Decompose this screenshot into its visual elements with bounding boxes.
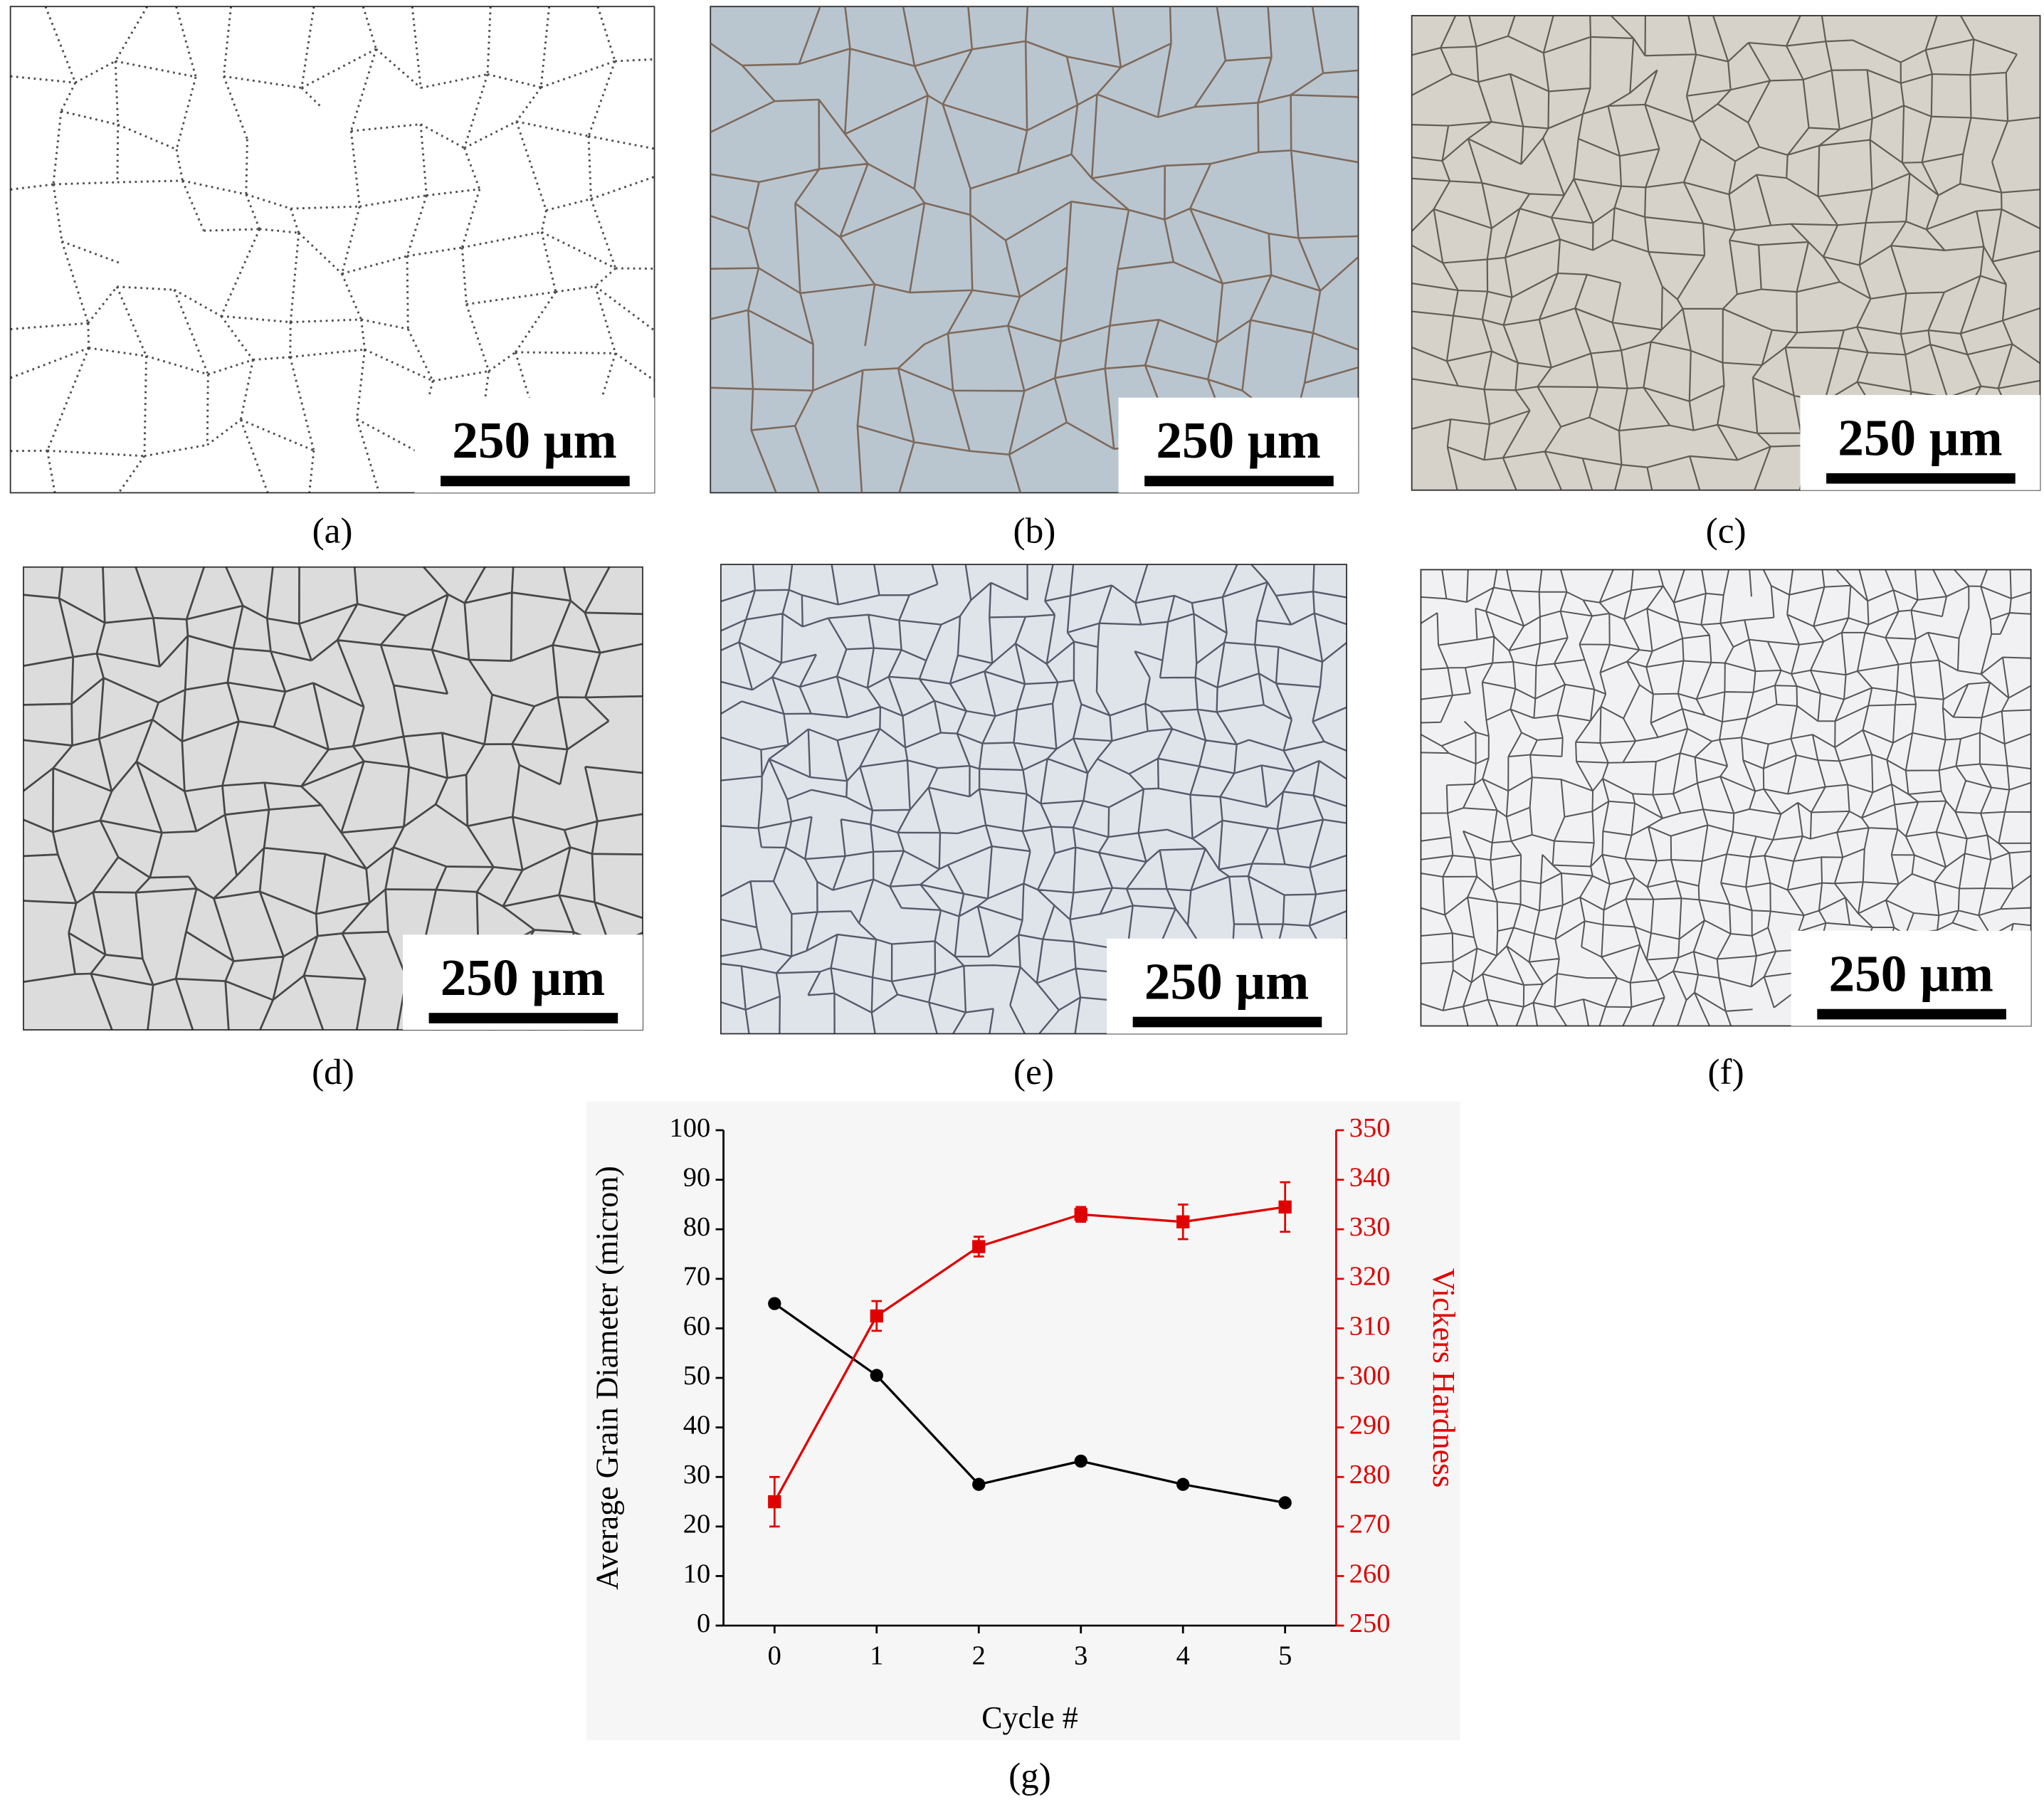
y-tick-label: 100 [670, 1113, 711, 1143]
data-point [1278, 1496, 1292, 1510]
scale-bar [441, 475, 630, 487]
series-line [773, 1206, 1285, 1502]
y-tick-label: 80 [683, 1212, 710, 1242]
scale-bar [1144, 475, 1334, 487]
data-point [1278, 1200, 1292, 1214]
scale-bar [428, 1013, 618, 1023]
data-point [1176, 1477, 1190, 1491]
x-tick-label: 5 [1278, 1641, 1292, 1671]
y-tick-label: 10 [683, 1559, 710, 1589]
data-point [1176, 1215, 1190, 1228]
data-point [870, 1369, 883, 1382]
y2-tick-label: 300 [1349, 1361, 1391, 1391]
y-tick-label: 50 [683, 1361, 710, 1391]
panel-label: (b) [1013, 511, 1056, 552]
y2-tick-label: 350 [1349, 1113, 1391, 1143]
scale-bar-label: 250 µm [452, 411, 616, 469]
scale-bar-label: 250 µm [1156, 411, 1320, 469]
y2-tick-label: 320 [1349, 1262, 1391, 1292]
data-point [972, 1240, 986, 1253]
panel-label: (e) [1013, 1052, 1054, 1092]
y2-tick-label: 260 [1349, 1559, 1391, 1589]
scale-bar-label: 250 µm [1838, 409, 2002, 467]
y-tick-label: 60 [683, 1311, 710, 1341]
data-point [1074, 1208, 1087, 1221]
chart-background [586, 1101, 1460, 1741]
y2-tick-label: 310 [1349, 1311, 1391, 1341]
panel-label: (f) [1707, 1052, 1744, 1092]
y2-axis-title: Vickers Hardness [1426, 1268, 1461, 1487]
series-line [774, 1302, 1285, 1505]
scale-bar [1132, 1016, 1322, 1028]
grain-boundaries [710, 6, 1359, 493]
x-tick-label: 2 [972, 1641, 986, 1671]
y-tick-label: 40 [683, 1410, 710, 1440]
y-tick-label: 90 [683, 1162, 710, 1192]
scale-bar-label: 250 µm [1144, 952, 1309, 1010]
panel-label: (c) [1706, 511, 1747, 552]
y2-tick-label: 340 [1349, 1162, 1391, 1192]
data-point [972, 1477, 986, 1491]
grain-boundaries [720, 564, 1347, 1035]
scale-bar-label: 250 µm [441, 949, 605, 1006]
data-point [1074, 1454, 1087, 1468]
y-tick-label: 30 [683, 1460, 710, 1490]
scale-bar [1817, 1008, 2006, 1020]
panel-label: (g) [1008, 1756, 1051, 1796]
y-tick-label: 0 [697, 1608, 710, 1638]
data-point [768, 1297, 781, 1310]
scale-bar [1826, 473, 2016, 484]
x-tick-label: 3 [1074, 1641, 1087, 1671]
y2-tick-label: 330 [1349, 1212, 1391, 1242]
y-tick-label: 70 [683, 1262, 710, 1292]
x-tick-label: 4 [1176, 1641, 1190, 1671]
y2-tick-label: 250 [1349, 1608, 1391, 1638]
grain-boundaries [1411, 15, 2041, 491]
x-tick-label: 1 [870, 1641, 883, 1671]
y2-tick-label: 290 [1349, 1410, 1391, 1440]
panel-label: (a) [312, 511, 353, 552]
y-tick-label: 20 [683, 1510, 710, 1539]
data-point [870, 1309, 883, 1323]
scale-bar-label: 250 µm [1828, 944, 1993, 1002]
panel-label: (d) [312, 1052, 354, 1092]
x-tick-label: 0 [768, 1641, 781, 1671]
y2-tick-label: 270 [1349, 1510, 1391, 1539]
x-axis-title: Cycle # [981, 1700, 1078, 1735]
grain-boundaries [10, 6, 655, 494]
y2-tick-label: 280 [1349, 1460, 1391, 1490]
data-point [768, 1495, 781, 1509]
y-axis-title: Average Grain Diameter (micron) [589, 1166, 624, 1590]
